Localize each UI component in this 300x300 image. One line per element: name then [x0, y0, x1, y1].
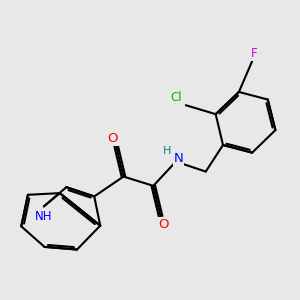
Text: O: O	[159, 218, 169, 231]
Text: N: N	[174, 152, 183, 165]
Text: NH: NH	[35, 210, 52, 223]
Text: H: H	[162, 146, 171, 156]
Text: O: O	[108, 132, 118, 145]
Text: Cl: Cl	[170, 92, 182, 104]
Text: F: F	[250, 47, 257, 60]
